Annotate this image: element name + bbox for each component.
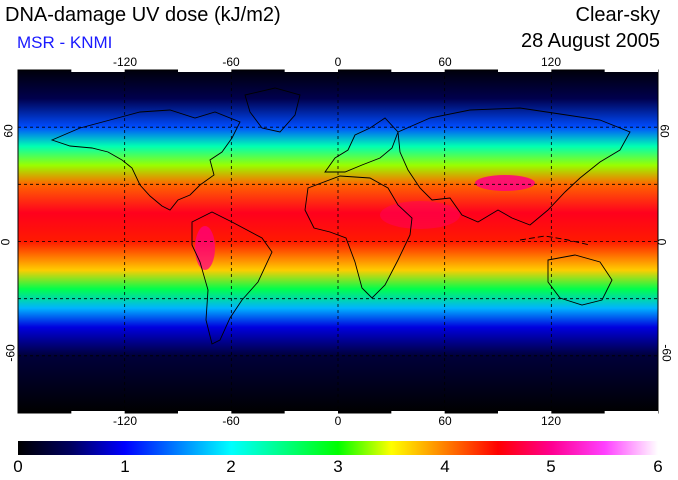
frame-segment <box>178 411 232 415</box>
coast-north-america <box>50 109 241 211</box>
frame-segment <box>604 411 658 415</box>
source-label: MSR - KNMI <box>17 33 113 52</box>
coastlines <box>50 87 631 345</box>
coast-asia <box>397 107 631 226</box>
frame-segment <box>604 68 658 72</box>
frame-segment <box>498 68 552 72</box>
bottom-lon-tick: 60 <box>438 414 452 428</box>
frame-segment <box>71 411 125 415</box>
top-lon-tick: -60 <box>222 55 240 69</box>
hotspot-tibet <box>475 175 535 191</box>
top-lon-tick: 0 <box>334 55 342 69</box>
bottom-lon-tick: -120 <box>112 414 138 428</box>
top-lon-tick: -120 <box>112 55 138 69</box>
hotspot-andes <box>195 226 215 270</box>
colorbar-tick-label: 0 <box>13 457 23 476</box>
left-lat-tick: -60 <box>3 344 18 362</box>
coast-australia <box>547 254 613 306</box>
frame-segment <box>284 411 338 415</box>
sky-condition-label: Clear-sky <box>575 4 660 26</box>
date-label: 28 August 2005 <box>520 30 660 52</box>
coast-south-america <box>191 211 273 345</box>
frame-segment <box>178 68 232 72</box>
colorbar-tick-label: 4 <box>440 457 450 476</box>
coast-indonesia <box>519 235 591 246</box>
colorbar-tick-label: 6 <box>653 457 663 476</box>
top-lon-tick: 120 <box>540 55 562 69</box>
hotspot-arabia <box>380 201 460 229</box>
coast-europe <box>324 117 399 173</box>
colorbar-tick-label: 3 <box>333 457 343 476</box>
right-lat-tick: 0 <box>654 238 669 246</box>
coast-africa <box>304 175 413 299</box>
bottom-lon-tick: -60 <box>222 414 240 428</box>
colorbar-tick-label: 5 <box>546 457 556 476</box>
frame-segment <box>284 68 338 72</box>
right-lat-tick: -60 <box>659 344 674 362</box>
colorbar <box>18 441 658 455</box>
map-title: DNA-damage UV dose (kJ/m2) <box>5 4 281 26</box>
bottom-lon-tick: 0 <box>334 414 342 428</box>
colorbar-tick-label: 1 <box>120 457 130 476</box>
frame-ticks <box>71 68 658 415</box>
left-lat-tick: 60 <box>1 124 16 138</box>
left-lat-tick: 0 <box>0 239 12 246</box>
top-lon-tick: 60 <box>438 55 452 69</box>
graticule <box>18 70 658 413</box>
frame-segment <box>391 411 445 415</box>
colorbar-tick-label: 2 <box>226 457 236 476</box>
frame-segment <box>71 68 125 72</box>
frame-segment <box>391 68 445 72</box>
frame-segment <box>498 411 552 415</box>
coast-greenland <box>244 87 301 133</box>
right-lat-tick: 60 <box>657 124 672 138</box>
bottom-lon-tick: 120 <box>540 414 562 428</box>
